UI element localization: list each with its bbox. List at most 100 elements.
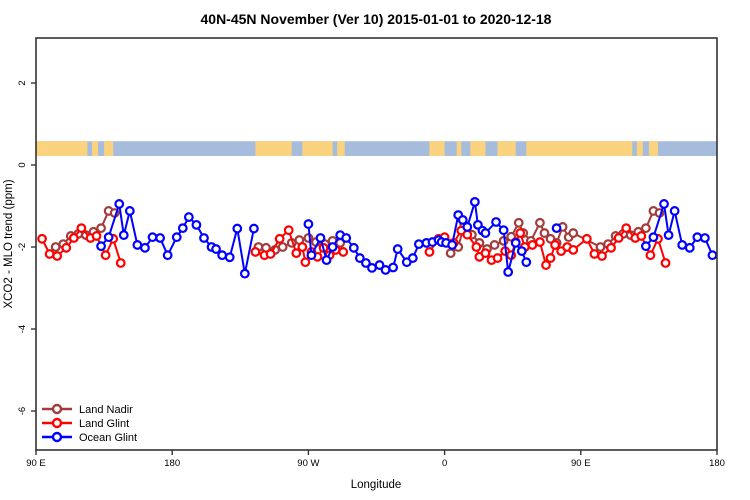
land-ocean-band [36, 141, 717, 156]
data-point [354, 253, 365, 263]
land-band-segment [302, 141, 333, 156]
data-point [224, 252, 235, 263]
data-point [380, 265, 391, 275]
land-band-segment [337, 141, 345, 156]
data-point [491, 217, 501, 227]
land-band-segment [636, 141, 643, 156]
data-point [361, 258, 371, 268]
axis-ticks [31, 82, 718, 455]
y-tick-label: 2 [17, 80, 28, 85]
data-point [367, 263, 377, 273]
legend-markers [42, 403, 72, 443]
land-band-segment [36, 141, 88, 156]
data-point [677, 240, 688, 250]
data-point [648, 232, 659, 243]
x-tick-label: 90 W [297, 458, 319, 469]
data-point [659, 199, 669, 209]
data-point [640, 223, 651, 234]
data-point [407, 253, 418, 263]
x-tick-label: 90 E [571, 458, 591, 469]
data-point [550, 240, 560, 250]
x-tick-label: 180 [709, 458, 725, 469]
y-tick-label: 0 [17, 162, 28, 167]
data-point [277, 242, 288, 252]
x-tick-label: 90 E [26, 458, 46, 469]
plot-border [35, 37, 718, 451]
data-point [250, 247, 261, 257]
data-point [663, 230, 674, 241]
x-tick-label: 0 [442, 458, 447, 469]
data-point [645, 250, 656, 261]
data-point [249, 223, 259, 234]
legend-marker [51, 403, 63, 415]
data-point [589, 249, 600, 259]
legend-label-land-glint: Land Glint [79, 418, 129, 430]
data-point [348, 242, 359, 253]
data-point [61, 242, 72, 253]
data-point [100, 250, 111, 261]
data-point [541, 260, 551, 270]
data-point [469, 196, 480, 207]
legend-label-ocean-glint: Ocean Glint [79, 432, 137, 444]
data-point [191, 219, 202, 230]
data-point [76, 223, 87, 234]
data-point [114, 199, 125, 209]
data-point [303, 233, 314, 243]
data-point [613, 233, 624, 243]
data-point [162, 250, 173, 261]
data-point [118, 230, 129, 241]
data-point [539, 228, 550, 238]
data-point [445, 248, 456, 259]
data-point [462, 229, 473, 240]
data-point [374, 260, 385, 270]
data-point [155, 233, 165, 243]
data-point [568, 244, 579, 255]
data-point [341, 233, 352, 243]
land-band-segment [429, 141, 445, 156]
x-tick-label: 180 [164, 458, 180, 469]
data-point [535, 217, 545, 228]
data-point [527, 240, 538, 250]
data-point [103, 232, 114, 243]
data-point [595, 242, 606, 252]
data-point [171, 232, 182, 243]
data-point [516, 246, 527, 257]
data-point [606, 242, 616, 253]
data-point [321, 255, 332, 266]
data-point [510, 237, 521, 248]
data-point [535, 237, 545, 247]
data-point [413, 239, 424, 250]
data-point [291, 248, 302, 259]
data-point [447, 240, 458, 250]
data-point [274, 233, 285, 244]
data-point [684, 242, 695, 253]
data-point [471, 242, 482, 252]
data-point [492, 253, 503, 263]
data-point [640, 241, 651, 252]
data-point [457, 215, 468, 225]
data-point [300, 257, 311, 268]
data-point [306, 250, 317, 261]
data-point [545, 253, 556, 263]
data-point [462, 222, 473, 232]
land-band-segment [648, 141, 658, 156]
data-point [597, 251, 607, 261]
data-point [211, 244, 221, 254]
data-point [68, 233, 79, 243]
data-point [388, 262, 399, 273]
data-point [297, 242, 308, 252]
data-point [424, 247, 435, 257]
land-band-segment [526, 141, 633, 156]
data-point [91, 231, 102, 241]
data-point [232, 223, 243, 234]
land-band-segment [255, 141, 292, 156]
data-point [503, 267, 514, 277]
data-point [480, 228, 491, 238]
data-point [177, 223, 188, 234]
y-tick-label: -2 [17, 243, 28, 251]
legend-marker [51, 417, 63, 429]
data-point [183, 212, 194, 222]
land-band-segment [456, 141, 462, 156]
